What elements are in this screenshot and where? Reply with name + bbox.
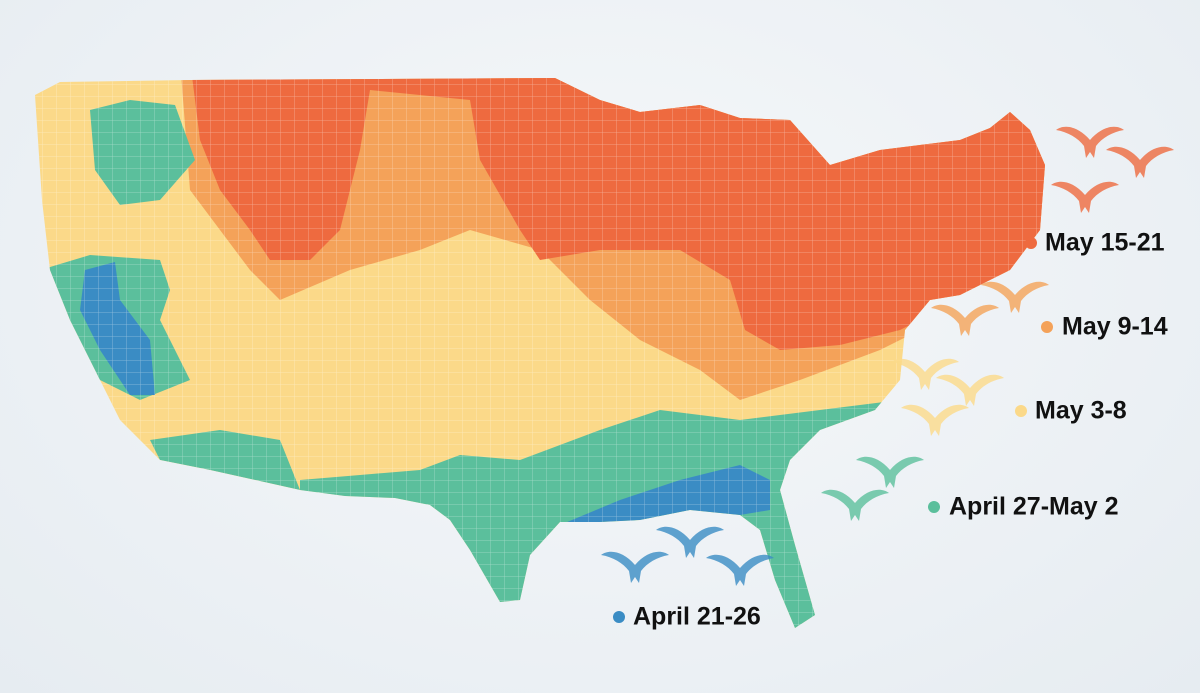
bird — [706, 554, 774, 586]
bird — [936, 374, 1004, 406]
bird — [931, 304, 999, 336]
legend-dot — [1025, 237, 1037, 249]
legend-label: April 21-26 — [633, 603, 761, 631]
legend-dot — [1015, 405, 1027, 417]
bird — [1106, 146, 1174, 178]
bird — [1056, 126, 1124, 158]
bird — [821, 489, 889, 521]
bird — [656, 526, 724, 558]
legend-label: May 3-8 — [1035, 397, 1127, 425]
bird — [856, 456, 924, 488]
legend-dot — [928, 501, 940, 513]
bird — [891, 358, 959, 390]
legend-label: April 27-May 2 — [949, 493, 1119, 521]
legend-dot — [613, 611, 625, 623]
bird — [1051, 181, 1119, 213]
legend-dot — [1041, 321, 1053, 333]
bird — [601, 551, 669, 583]
legend-label: May 9-14 — [1062, 313, 1168, 341]
legend: May 15-21 May 9-14 May 3-8 April 27-May … — [613, 229, 1168, 631]
legend-label: May 15-21 — [1045, 229, 1165, 257]
bird — [901, 404, 969, 436]
